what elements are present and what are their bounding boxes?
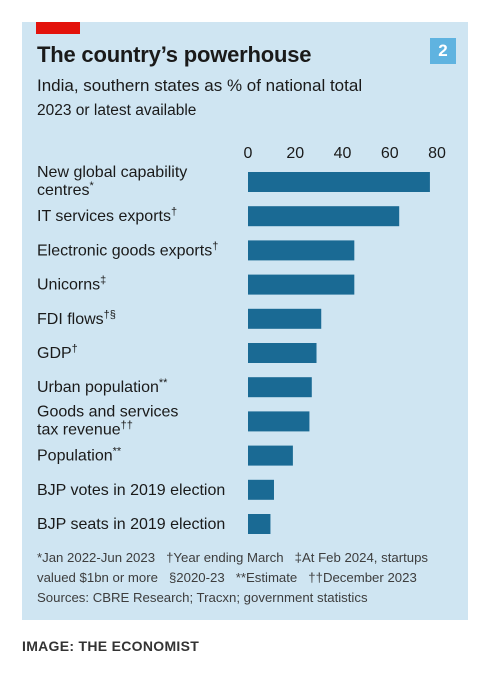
category-label: New global capability (37, 164, 187, 181)
x-tick-label: 60 (381, 145, 399, 162)
category-label: Urban population** (37, 377, 168, 396)
chart-period: 2023 or latest available (37, 102, 197, 119)
category-label: BJP votes in 2019 election (37, 482, 225, 499)
note-double-dagger-dagger: ††December 2023 (308, 570, 417, 585)
category-label: FDI flows†§ (37, 309, 116, 328)
category-label: tax revenue†† (37, 419, 133, 438)
bar (248, 172, 430, 192)
category-label: BJP seats in 2019 election (37, 516, 225, 533)
category-label: Population** (37, 446, 122, 465)
chart-notes: *Jan 2022-Jun 2023 †Year ending March ‡A… (37, 548, 457, 608)
note-section: §2020-23 (168, 570, 225, 585)
chart-subtitle: India, southern states as % of national … (37, 76, 363, 95)
bar (248, 343, 317, 363)
chart-number-badge: 2 (430, 38, 456, 64)
image-credit: IMAGE: THE ECONOMIST (22, 638, 200, 654)
bar (248, 206, 400, 227)
bar (248, 308, 322, 329)
x-tick-label: 0 (244, 145, 253, 162)
bar (248, 274, 355, 295)
note-estimate: **Estimate (235, 570, 298, 585)
bar (248, 377, 312, 398)
chart-panel (22, 22, 468, 620)
bar (248, 514, 271, 534)
chart-title: The country’s powerhouse (37, 42, 312, 67)
category-label: Electronic goods exports† (37, 240, 218, 259)
category-label: Goods and services (37, 403, 178, 420)
note-dagger: †Year ending March (166, 550, 284, 565)
x-tick-label: 80 (428, 145, 446, 162)
bar (248, 445, 293, 466)
x-tick-label: 20 (286, 145, 304, 162)
bar (248, 479, 274, 500)
note-double-dagger: ‡At Feb 2024, startups valued $1bn or mo… (37, 550, 429, 585)
category-label: Unicorns‡ (37, 275, 106, 294)
economist-red-tag (36, 22, 80, 34)
note-star: *Jan 2022-Jun 2023 (37, 550, 156, 565)
x-tick-label: 40 (334, 145, 352, 162)
bar (248, 411, 310, 432)
chart-source: Sources: CBRE Research; Tracxn; governme… (37, 590, 368, 605)
category-label: GDP† (37, 343, 78, 362)
category-label: IT services exports† (37, 206, 177, 225)
category-label: centres* (37, 180, 94, 199)
bar (248, 240, 355, 261)
